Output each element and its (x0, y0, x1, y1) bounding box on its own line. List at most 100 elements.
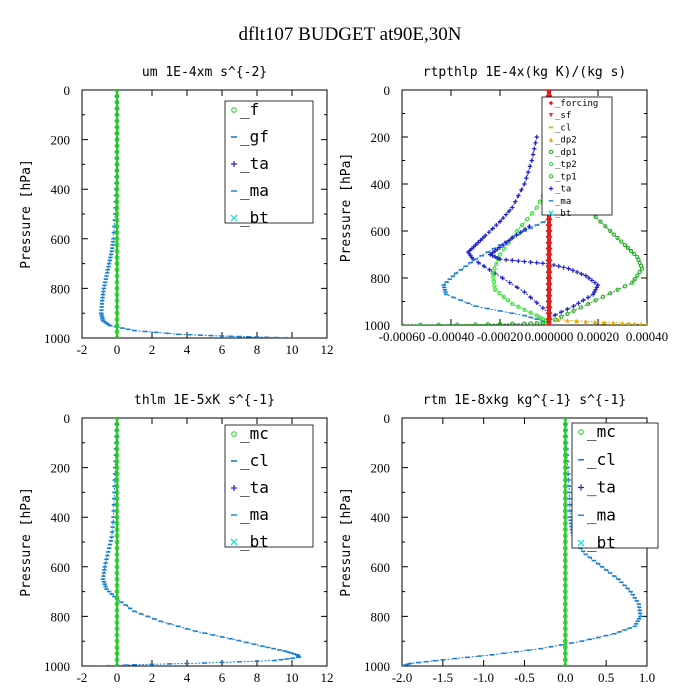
chart-1-point (114, 193, 120, 198)
chart-2-point (528, 259, 533, 265)
chart-3-ytick-label: 0 (64, 411, 71, 426)
chart-2-point (540, 305, 546, 311)
chart-3-point (114, 601, 120, 607)
chart-3-point (114, 533, 120, 539)
chart-1-legend-marker (231, 107, 237, 113)
chart-2-point (545, 251, 553, 258)
chart-1-point (114, 329, 120, 335)
chart-2-xtick-label: -0.00020 (477, 329, 524, 344)
chart-4-ylabel: Pressure [hPa] (339, 487, 354, 597)
chart-3-legend-label: _mc (240, 424, 269, 443)
chart-1-point (114, 174, 120, 180)
chart-2-point (527, 164, 533, 169)
chart-1-point (114, 292, 120, 297)
chart-4-point (562, 514, 568, 520)
chart-3-point (114, 434, 120, 439)
chart-4-point (562, 539, 568, 545)
chart-4-legend-label: _ma (587, 505, 616, 524)
chart-3-title: thlm 1E-5xK s^{-1} (134, 393, 275, 408)
chart-4-ytick-label: 200 (371, 461, 391, 476)
chart-2-point (608, 228, 613, 234)
chart-4-ytick-label: 400 (371, 510, 391, 525)
chart-2-point (497, 257, 503, 262)
chart-2-series-gf (441, 218, 552, 324)
chart-2-point (524, 217, 530, 222)
chart-2-series-ta (488, 224, 601, 321)
chart-4-ytick-label: 1000 (364, 659, 390, 674)
chart-2-xtick-label: 0.000000 (525, 329, 574, 344)
chart-2-point (594, 285, 599, 290)
chart-3-xtick-label: 4 (184, 670, 191, 685)
chart-1-point (114, 155, 120, 161)
chart-2-point (473, 322, 478, 325)
chart-2-point (555, 317, 561, 322)
chart-2-point (559, 309, 564, 315)
chart-1-point (114, 211, 120, 217)
chart-1-point (114, 205, 120, 211)
chart-2-point (625, 245, 631, 251)
figure-title: dflt107 BUDGET at90E,30N (239, 24, 462, 45)
chart-4-xtick-label: 0.5 (598, 670, 614, 685)
chart-1-point (114, 106, 120, 111)
chart-2-line (492, 183, 550, 324)
chart-1-point (114, 168, 120, 173)
chart-2-point (402, 322, 405, 325)
chart-3-point (114, 440, 120, 446)
chart-2-point (600, 294, 606, 299)
chart-2-point (529, 211, 534, 216)
chart-3-point (114, 539, 120, 545)
chart-2-point (528, 321, 533, 325)
chart-2-point (522, 289, 527, 295)
chart-2-legend-label: _ma (555, 197, 571, 207)
chart-2-point (540, 320, 546, 325)
chart-3-legend-label: _ta (240, 478, 269, 497)
chart-4-point (562, 508, 568, 514)
chart-3-point (114, 552, 120, 557)
chart-3-ytick-label: 800 (51, 609, 71, 624)
chart-2-point (581, 298, 586, 303)
chart-2-point (545, 292, 553, 300)
chart-2-ylabel: Pressure [hPa] (339, 153, 354, 263)
chart-2-point (545, 321, 553, 325)
chart-2-point (545, 256, 553, 264)
chart-2-point (592, 319, 598, 325)
chart-2-point (505, 298, 511, 303)
chart-2-point (522, 227, 528, 232)
chart-2-point (483, 233, 488, 238)
chart-2-point (503, 212, 509, 217)
chart-2-point (497, 219, 503, 224)
chart-3-xtick-label: 6 (219, 670, 226, 685)
chart-3-point (114, 418, 120, 421)
chart-1-point (114, 242, 120, 248)
chart-2-legend-label: _tp1 (555, 172, 577, 182)
chart-1-point (114, 230, 120, 235)
chart-1-point (114, 199, 120, 204)
chart-2-point (516, 193, 521, 198)
chart-4-point (562, 626, 568, 632)
chart-2-point (545, 309, 553, 317)
chart-1-point (114, 298, 120, 304)
chart-1-xtick-label: 10 (286, 342, 299, 357)
chart-2-point (522, 307, 527, 312)
chart-1-point (114, 255, 120, 260)
chart-2-series-ta (465, 134, 552, 316)
chart-2-point (487, 267, 492, 272)
chart-2-point (533, 140, 538, 146)
chart-2-legend-box (541, 96, 613, 216)
chart-2-xtick-label: -0.00040 (428, 329, 475, 344)
chart-3-point (114, 514, 120, 520)
chart-2-ytick-label: 400 (371, 177, 391, 192)
chart-4-point (562, 570, 568, 576)
chart-3-ytick-label: 400 (51, 510, 71, 525)
chart-1-point (114, 180, 120, 186)
chart-2-point (545, 233, 553, 241)
chart-3-point (114, 465, 120, 470)
chart-2-ytick-label: 800 (371, 271, 391, 286)
chart-2-legend-label: _cl (555, 123, 571, 133)
chart-4-point (562, 663, 568, 666)
chart-3-point (114, 638, 120, 644)
chart-4-ytick-label: 800 (371, 609, 391, 624)
chart-4-point (562, 601, 568, 607)
chart-1-point (114, 186, 120, 192)
chart-3-point (114, 452, 120, 458)
